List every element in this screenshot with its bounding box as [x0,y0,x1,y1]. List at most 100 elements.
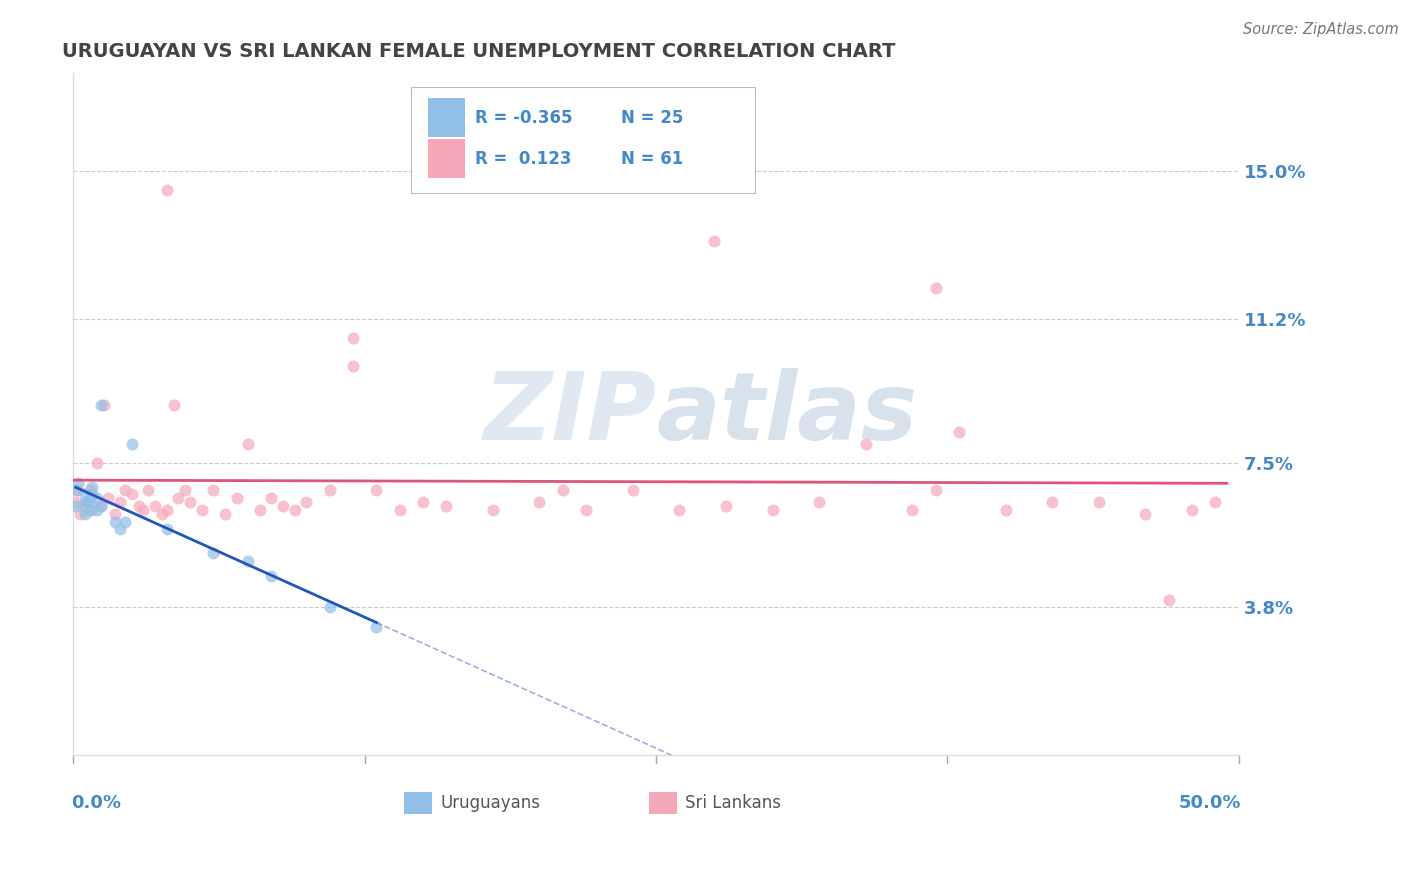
Point [162,398,184,412]
Point [69,507,91,521]
Point [156,523,179,537]
Point [174,483,197,498]
Text: N = 61: N = 61 [621,150,683,168]
Point [156,503,179,517]
Point [80,479,103,493]
Point [143,499,166,513]
Point [529,495,551,509]
Point [1157,592,1180,607]
Point [575,503,598,517]
Point [703,234,725,248]
FancyBboxPatch shape [427,139,465,178]
Point [167,491,190,506]
Point [128,499,150,513]
Point [179,495,201,509]
Point [412,495,434,509]
Point [249,503,271,517]
Point [65,499,87,513]
Point [79,495,101,509]
Point [76,495,98,509]
Point [80,487,103,501]
Text: 0.0%: 0.0% [72,794,121,813]
Point [434,499,457,513]
Point [79,483,101,498]
Point [714,499,737,513]
Text: Uruguayans: Uruguayans [440,794,540,813]
Point [132,503,155,517]
Point [190,503,212,517]
Point [86,456,108,470]
Point [90,499,112,513]
Point [104,515,127,529]
Point [225,491,247,506]
Point [202,483,225,498]
Text: Sri Lankans: Sri Lankans [685,794,782,813]
Point [75,487,97,501]
Point [104,507,127,521]
FancyBboxPatch shape [427,98,465,137]
Point [284,503,307,517]
Text: atlas: atlas [657,368,917,460]
Point [948,425,970,439]
Point [924,483,946,498]
Point [271,499,294,513]
Point [97,491,120,506]
Point [65,483,87,498]
Point [1087,495,1109,509]
Point [76,495,98,509]
Point [1204,495,1226,509]
Point [319,483,342,498]
Point [668,503,690,517]
FancyBboxPatch shape [412,87,755,193]
Point [90,398,112,412]
Point [238,436,260,450]
FancyBboxPatch shape [405,792,432,814]
Point [319,600,342,615]
Point [238,553,260,567]
Point [342,331,364,345]
Point [150,507,173,521]
Point [260,569,283,583]
Point [482,503,505,517]
Text: R =  0.123: R = 0.123 [475,150,572,168]
Point [621,483,644,498]
Point [108,523,131,537]
Text: Source: ZipAtlas.com: Source: ZipAtlas.com [1243,22,1399,37]
Text: 50.0%: 50.0% [1178,794,1241,813]
Point [260,491,283,506]
Point [388,503,411,517]
Point [1040,495,1063,509]
Text: R = -0.365: R = -0.365 [475,109,572,127]
Point [75,507,97,521]
FancyBboxPatch shape [650,792,676,814]
Point [366,483,388,498]
Point [214,507,236,521]
Point [121,436,143,450]
Point [108,495,131,509]
Point [75,495,97,509]
Point [202,546,225,560]
Point [342,359,364,373]
Point [79,503,101,517]
Point [90,499,112,513]
Point [924,281,946,295]
Point [80,503,103,517]
Point [994,503,1017,517]
Text: URUGUAYAN VS SRI LANKAN FEMALE UNEMPLOYMENT CORRELATION CHART: URUGUAYAN VS SRI LANKAN FEMALE UNEMPLOYM… [62,42,896,61]
Point [156,183,179,197]
Point [67,475,90,490]
Point [86,503,108,517]
Point [75,499,97,513]
Point [114,483,136,498]
Point [295,495,318,509]
Point [67,483,90,498]
Point [855,436,877,450]
Point [93,398,115,412]
Point [808,495,831,509]
Point [86,491,108,506]
Text: N = 25: N = 25 [621,109,683,127]
Point [136,483,159,498]
Point [366,620,388,634]
Text: ZIP: ZIP [484,368,657,460]
Point [114,515,136,529]
